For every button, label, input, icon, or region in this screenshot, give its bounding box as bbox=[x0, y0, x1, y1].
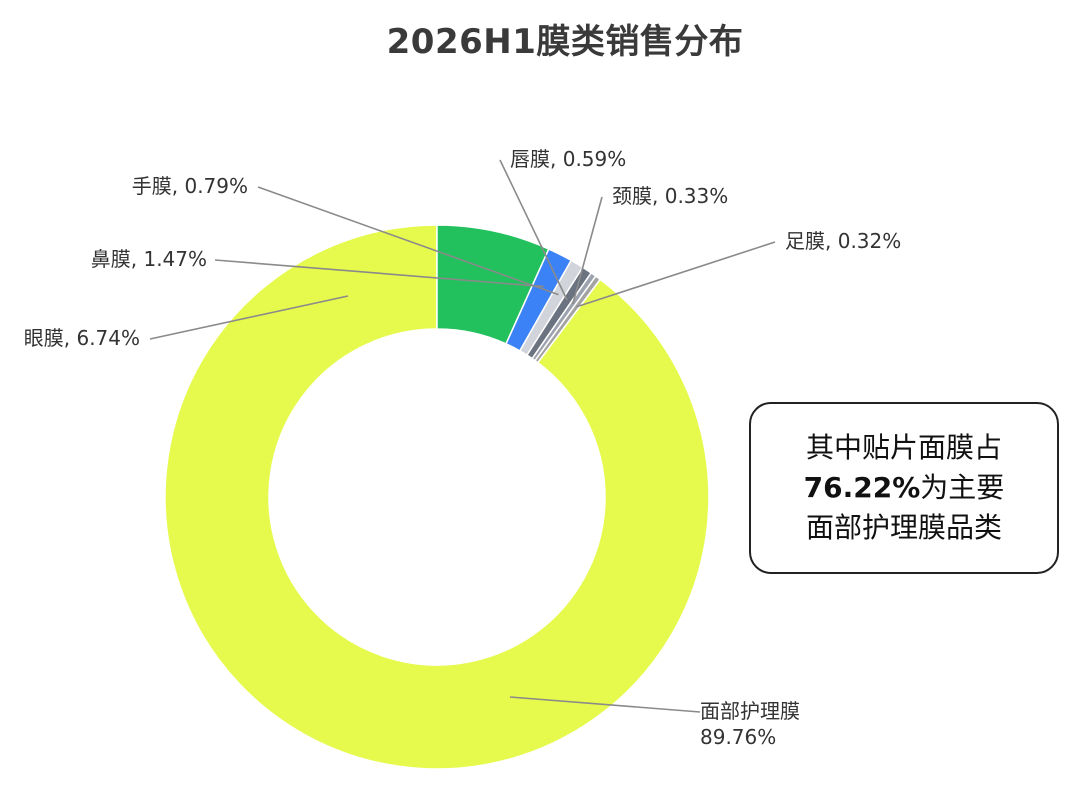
slice-label-7: 足膜, 0.32% bbox=[785, 229, 901, 253]
leader-line-5 bbox=[499, 159, 568, 301]
leader-line-6 bbox=[571, 196, 603, 305]
slice-labels: 面部护理膜 89.76% 眼膜, 6.74% 鼻膜, 1.47% 手膜, 0.79% 唇膜… bbox=[24, 147, 902, 749]
leader-line-1 bbox=[509, 696, 701, 713]
leader-line-4 bbox=[257, 186, 559, 296]
callout-highlight-value: 76.22% bbox=[803, 471, 921, 504]
slice-label-4: 手膜, 0.79% bbox=[132, 174, 248, 198]
callout-box: 其中贴片面膜占 76.22%为主要 面部护理膜品类 bbox=[749, 402, 1059, 574]
leader-lines bbox=[149, 159, 776, 713]
slice-label-1: 面部护理膜 89.76% bbox=[700, 699, 800, 749]
slice-label-5: 唇膜, 0.59% bbox=[510, 147, 626, 171]
chart-title: 2026H1膜类销售分布 bbox=[386, 22, 744, 62]
donut-slice-7 bbox=[534, 275, 602, 364]
slice-label-6: 颈膜, 0.33% bbox=[612, 184, 728, 208]
leader-line-2 bbox=[149, 295, 349, 340]
leader-line-7 bbox=[576, 241, 776, 308]
donut-slice-1 bbox=[164, 224, 710, 770]
callout-line-2-text: 为主要 bbox=[920, 471, 1005, 504]
slice-label-3: 鼻膜, 1.47% bbox=[91, 247, 207, 271]
callout-line-3: 面部护理膜品类 bbox=[805, 511, 1002, 544]
callout-line-2: 76.22%为主要 bbox=[804, 468, 1005, 508]
callout-line-1: 其中贴片面膜占 bbox=[805, 431, 1002, 464]
leader-line-3 bbox=[214, 259, 544, 288]
donut-slices bbox=[164, 224, 710, 770]
slice-label-2: 眼膜, 6.74% bbox=[24, 326, 140, 350]
